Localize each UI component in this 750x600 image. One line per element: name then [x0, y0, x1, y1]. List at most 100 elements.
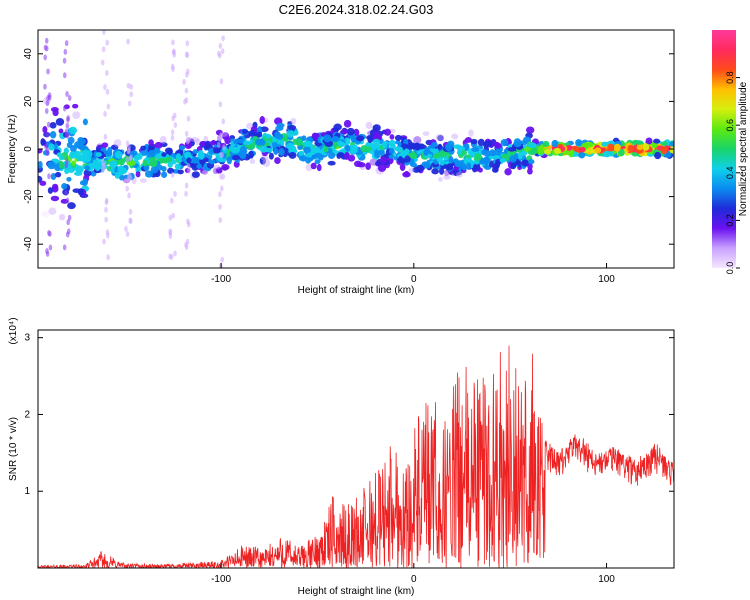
spectrogram-cell — [380, 156, 388, 164]
spectrogram-cell — [310, 162, 317, 170]
spectrogram-cell — [327, 160, 336, 166]
spectrogram-cell — [102, 238, 106, 245]
spectrogram-cell — [438, 167, 445, 175]
spectrogram-cell — [323, 134, 332, 143]
spectrogram-cell — [126, 148, 131, 155]
snr-frame — [37, 329, 675, 569]
spectrogram-cell — [404, 148, 410, 154]
spectrogram-cell — [47, 161, 56, 167]
spectrogram-cell — [213, 164, 221, 170]
spectrogram-cell — [414, 142, 421, 151]
spectrogram-cell — [221, 173, 226, 180]
spectrogram-cell — [48, 244, 53, 251]
spectrogram-cell — [527, 168, 533, 175]
spectrogram-cell — [110, 144, 119, 151]
spectrogram-cell — [48, 143, 55, 151]
spectrogram-cell — [48, 230, 52, 237]
spectrogram-cell — [221, 35, 225, 42]
spectrogram-cell — [50, 195, 60, 202]
spectrogram-cell — [128, 217, 132, 224]
snr-line — [38, 345, 674, 568]
spectrogram-cell — [135, 166, 141, 174]
spectrogram-cell — [44, 107, 49, 114]
spectrogram-cell — [274, 131, 281, 139]
y-tick-label: 1 — [24, 486, 30, 497]
chart-title: C2E6.2024.318.02.24.G03 — [279, 2, 434, 17]
spectrogram-cell — [313, 152, 323, 158]
snr-plot-area — [38, 330, 674, 568]
spectrogram-cell — [472, 163, 481, 171]
spectrogram-cell — [345, 145, 351, 152]
spectrogram-cell — [173, 190, 177, 197]
spectrogram-cell — [517, 152, 523, 160]
spectrogram-cell — [170, 134, 175, 141]
spectrogram-cell — [67, 94, 72, 101]
spectrogram-cell — [124, 225, 128, 232]
spectrogram-cell — [217, 135, 222, 142]
spectrogram-cell — [288, 145, 297, 153]
spectrogram-cell — [220, 256, 224, 263]
x-tick-label: 100 — [598, 574, 615, 585]
spectrogram-cell — [43, 54, 48, 61]
snr-y-multiplier: (x10⁴) — [8, 317, 19, 344]
spectrogram-cell — [323, 147, 329, 153]
spectrogram-cell — [109, 160, 118, 168]
spectrogram-cell — [259, 156, 267, 165]
spectrogram-cell — [220, 185, 224, 192]
spectrogram-cell — [81, 178, 89, 186]
spectrogram-cell — [101, 160, 105, 167]
spectrogram-cell — [186, 157, 192, 164]
spectrogram-cell — [551, 139, 559, 148]
spectrogram-cell — [65, 197, 70, 204]
spectrogram-cell — [491, 167, 499, 173]
spectrogram-cell — [105, 88, 110, 95]
spectrogram-cell — [260, 154, 269, 161]
spectrogram-cell — [107, 146, 113, 155]
spectrogram-cell — [231, 154, 241, 161]
spectrogram-cell — [262, 159, 271, 167]
spectrogram-cell — [542, 140, 550, 148]
spectrogram-cell — [333, 123, 342, 131]
spectrogram-cell — [423, 148, 429, 156]
snr-y-label: SNR (10 * v/v) — [8, 417, 19, 481]
spectrogram-cell — [627, 144, 635, 153]
spectrogram-cell — [384, 128, 392, 136]
spectrogram-cell — [129, 154, 133, 161]
spectrogram-cell — [231, 147, 240, 154]
spectrogram-cell — [106, 254, 110, 261]
spectrogram-cell — [190, 137, 200, 142]
spectrogram-cell — [192, 149, 199, 154]
spectrogram-cell — [372, 133, 381, 142]
spectrogram-cell — [455, 162, 462, 168]
spectrogram-cell — [51, 185, 59, 193]
spectrogram-cell — [101, 46, 106, 53]
spectrogram-cell — [422, 131, 430, 136]
spectrogram-cell — [466, 162, 472, 170]
spectrogram-cell — [75, 165, 84, 174]
spectrogram-cell — [565, 145, 573, 151]
spectrogram-cell — [264, 133, 272, 139]
spectrogram-cell — [55, 117, 65, 126]
spectrogram-cell — [170, 129, 175, 136]
spectrogram-cell — [298, 156, 307, 162]
spectrogram-cell — [365, 121, 373, 130]
spectrogram-cell — [185, 40, 190, 47]
spectrogram-cell — [394, 146, 404, 152]
spectrogram-cell — [409, 152, 418, 159]
spectrogram-cell — [105, 232, 110, 239]
spectrogram-cell — [129, 83, 133, 90]
spectrogram-cell — [184, 190, 188, 197]
spectrogram-cell — [229, 135, 236, 140]
spectrogram-cell — [654, 151, 662, 160]
spectrogram-cell — [54, 171, 62, 178]
spectrogram-cell — [184, 182, 189, 189]
spectrogram-cell — [431, 141, 438, 148]
spectrogram-cell — [46, 68, 50, 75]
y-tick-label: 20 — [23, 95, 34, 107]
spectrogram-cell — [148, 139, 154, 147]
spectrogram-cell — [350, 144, 359, 152]
spectrogram-cell — [84, 165, 91, 171]
spectrogram-cell — [327, 151, 336, 160]
spectrogram-cell — [221, 118, 226, 125]
spectrogram-cell — [374, 150, 380, 159]
